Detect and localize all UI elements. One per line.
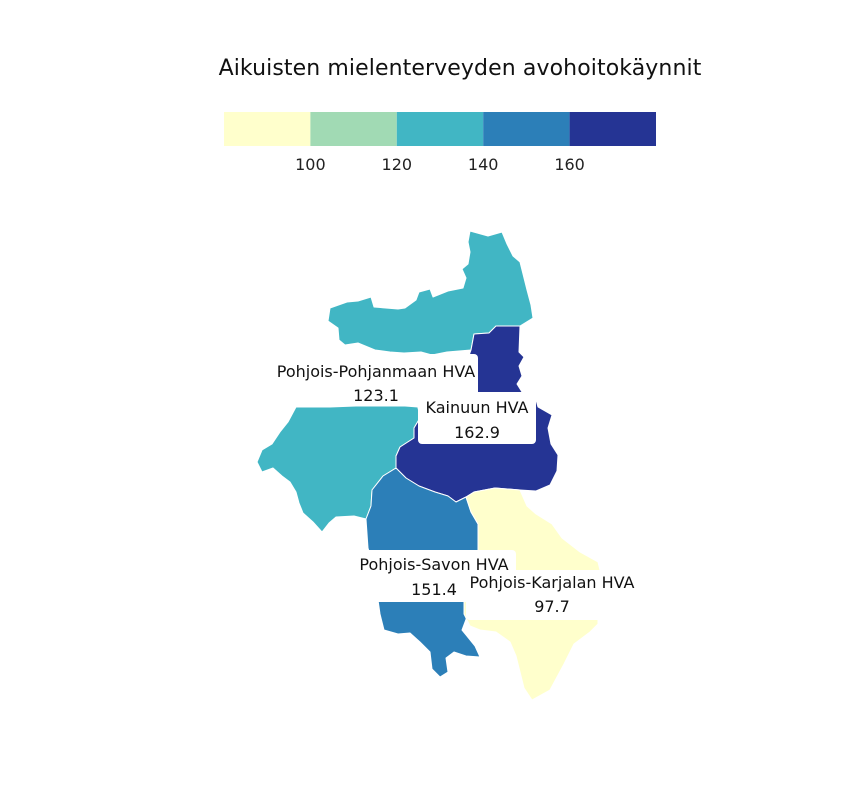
legend-swatch-3 bbox=[396, 112, 484, 146]
legend-swatch-5 bbox=[569, 112, 656, 146]
legend-swatch-4 bbox=[483, 112, 570, 146]
label-value-kainuu: 162.9 bbox=[454, 423, 500, 442]
legend-tick-1: 100 bbox=[295, 155, 326, 174]
label-box-kainuu bbox=[418, 392, 536, 444]
regions bbox=[256, 230, 603, 701]
label-box-pohjois-karjala bbox=[466, 570, 638, 620]
label-pohjois-savo: Pohjois-Savon HVA 151.4 bbox=[356, 550, 516, 602]
label-value-pohjois-pohjanmaa: 123.1 bbox=[353, 386, 399, 405]
label-name-pohjois-savo: Pohjois-Savon HVA bbox=[359, 555, 508, 574]
label-value-pohjois-savo: 151.4 bbox=[411, 580, 457, 599]
legend-swatch-1 bbox=[224, 112, 311, 146]
map-title: Aikuisten mielenterveyden avohoitokäynni… bbox=[218, 56, 702, 81]
region-labels: Pohjois-Pohjanmaan HVA 123.1 Kainuun HVA… bbox=[274, 354, 638, 620]
label-kainuu: Kainuun HVA 162.9 bbox=[418, 392, 536, 444]
label-name-pohjois-pohjanmaa: Pohjois-Pohjanmaan HVA bbox=[277, 362, 476, 381]
label-pohjois-karjala: Pohjois-Karjalan HVA 97.7 bbox=[466, 570, 638, 620]
label-name-pohjois-karjala: Pohjois-Karjalan HVA bbox=[469, 573, 634, 592]
legend-tick-3: 140 bbox=[468, 155, 499, 174]
legend-colorbar bbox=[224, 112, 656, 146]
region-pohjois-pohjanmaa-north[interactable] bbox=[327, 230, 534, 356]
legend-tick-2: 120 bbox=[382, 155, 413, 174]
legend-ticks: 100 120 140 160 bbox=[295, 155, 585, 174]
label-name-kainuu: Kainuun HVA bbox=[425, 398, 528, 417]
legend-tick-4: 160 bbox=[554, 155, 585, 174]
legend-swatch-2 bbox=[310, 112, 397, 146]
label-value-pohjois-karjala: 97.7 bbox=[534, 597, 570, 616]
